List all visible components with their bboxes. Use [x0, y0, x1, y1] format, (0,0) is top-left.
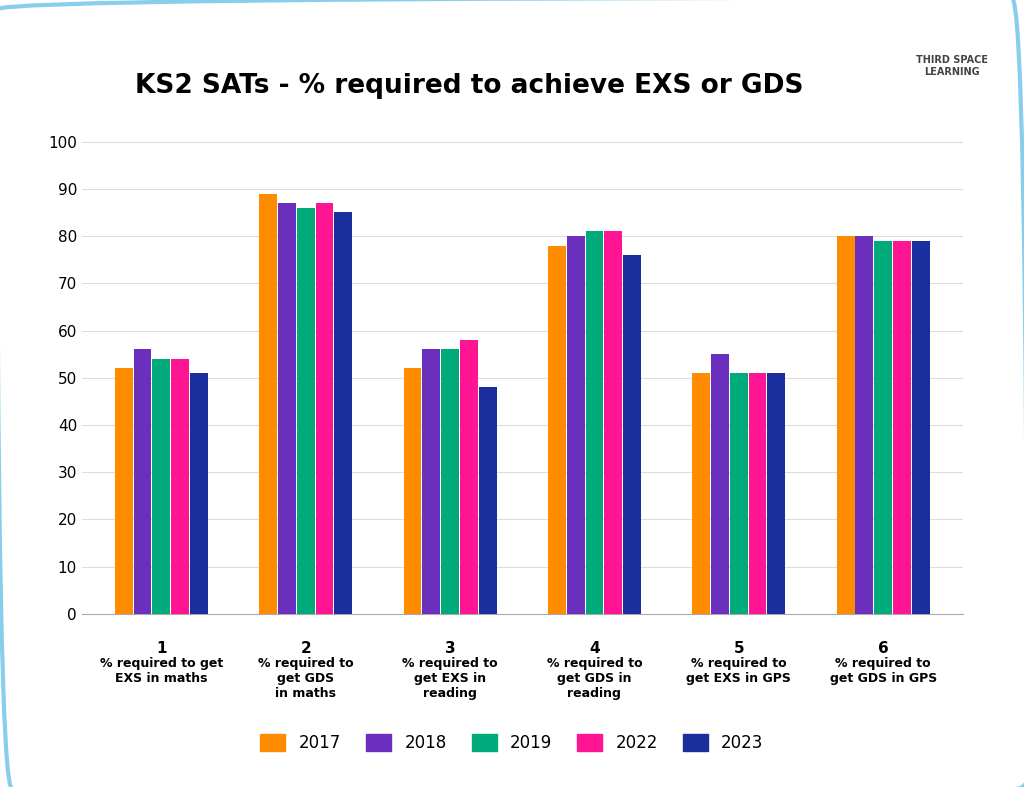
Bar — [460, 340, 478, 614]
Bar — [837, 236, 855, 614]
Bar — [259, 194, 278, 614]
Bar — [893, 241, 910, 614]
Text: % required to
get EXS in GPS: % required to get EXS in GPS — [686, 657, 792, 685]
Bar — [297, 208, 314, 614]
Text: 4: 4 — [589, 641, 600, 656]
Bar — [278, 203, 296, 614]
Title: KS2 SATs - % required to achieve EXS or GDS: KS2 SATs - % required to achieve EXS or … — [135, 73, 804, 99]
Bar — [566, 236, 585, 614]
Bar — [548, 246, 566, 614]
Bar — [153, 359, 170, 614]
Bar — [403, 368, 422, 614]
Text: 2: 2 — [300, 641, 311, 656]
Text: % required to
get GDS in GPS: % required to get GDS in GPS — [829, 657, 937, 685]
Bar — [604, 231, 623, 614]
Text: % required to get
EXS in maths: % required to get EXS in maths — [99, 657, 223, 685]
Bar — [711, 354, 729, 614]
Text: % required to
get GDS
in maths: % required to get GDS in maths — [258, 657, 353, 700]
Bar — [874, 241, 892, 614]
Bar — [730, 373, 748, 614]
Bar — [115, 368, 133, 614]
Bar — [855, 236, 873, 614]
Text: % required to
get GDS in
reading: % required to get GDS in reading — [547, 657, 642, 700]
Text: THIRD SPACE
LEARNING: THIRD SPACE LEARNING — [916, 55, 988, 76]
Bar — [749, 373, 767, 614]
Text: 5: 5 — [733, 641, 744, 656]
Bar — [334, 212, 352, 614]
Bar — [134, 349, 152, 614]
Text: 1: 1 — [156, 641, 167, 656]
Bar — [911, 241, 930, 614]
Bar — [441, 349, 459, 614]
Bar — [171, 359, 189, 614]
Bar — [315, 203, 334, 614]
Bar — [586, 231, 603, 614]
Text: 3: 3 — [444, 641, 456, 656]
Bar — [767, 373, 785, 614]
Bar — [422, 349, 440, 614]
Bar — [189, 373, 208, 614]
Legend: 2017, 2018, 2019, 2022, 2023: 2017, 2018, 2019, 2022, 2023 — [254, 727, 770, 759]
Text: % required to
get EXS in
reading: % required to get EXS in reading — [402, 657, 498, 700]
Bar — [478, 387, 497, 614]
Bar — [692, 373, 711, 614]
Text: 6: 6 — [878, 641, 889, 656]
Bar — [623, 255, 641, 614]
